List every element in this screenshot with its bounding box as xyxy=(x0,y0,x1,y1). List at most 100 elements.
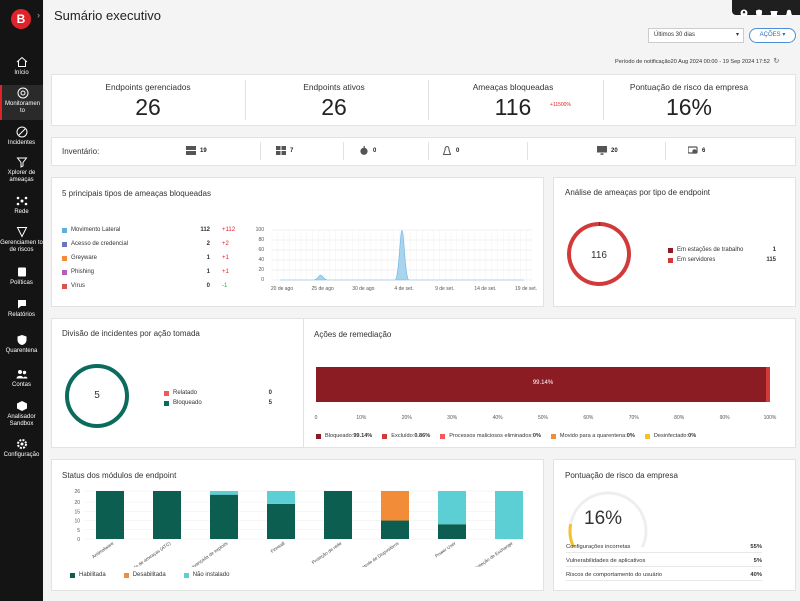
vertical-gridline xyxy=(43,240,44,280)
inventory-item[interactable]: 7 xyxy=(276,146,293,155)
remediation-segment[interactable] xyxy=(316,367,767,402)
legend-value: 5 xyxy=(268,400,272,406)
vertical-gridline xyxy=(43,400,44,440)
threat-change: +2 xyxy=(222,241,229,247)
actions-button[interactable]: AÇÕES ▾ xyxy=(749,28,796,43)
legend-label: Desabilitada xyxy=(132,572,166,578)
inventory-count: 19 xyxy=(200,147,207,154)
kpi-active-endpoints: Endpoints ativos 26 xyxy=(245,74,423,126)
divider xyxy=(260,142,261,160)
sidebar-item-incidentes[interactable]: Incidentes xyxy=(0,126,43,147)
inventory-item[interactable]: 0 xyxy=(442,146,459,155)
sidebar-item-label: Rede xyxy=(14,209,29,215)
remediation-segment[interactable] xyxy=(766,367,770,402)
legend-swatch xyxy=(316,433,321,439)
x-tick-label: 10% xyxy=(356,415,367,421)
legend-swatch xyxy=(550,433,556,439)
kpi-risk-score: Pontuação de risco da empresa 16% xyxy=(603,74,775,126)
legend-swatch xyxy=(440,433,446,439)
legend-value: 0% xyxy=(532,433,541,439)
accounts-icon xyxy=(16,368,28,380)
legend-label: Vírus xyxy=(71,283,86,289)
inventory-count: 20 xyxy=(611,147,618,154)
sidebar-item-label: Início xyxy=(14,70,29,76)
sidebar-item-monitoramento[interactable]: Monitoramen to xyxy=(0,85,43,120)
x-tick-label: Detecção avançada de exploits xyxy=(173,540,229,567)
x-tick-label: 80% xyxy=(674,415,685,421)
sandbox-icon xyxy=(16,400,28,412)
kpi-card xyxy=(51,74,796,126)
sidebar-item-label: Monitoramen to xyxy=(4,101,40,114)
collapse-sidebar-icon[interactable]: › xyxy=(37,10,40,20)
module-bar-segment xyxy=(438,524,466,539)
period-select[interactable]: Últimos 30 dias ▾ xyxy=(648,28,744,43)
vertical-gridline xyxy=(43,40,44,80)
legend-swatch xyxy=(644,433,650,439)
endpoint-legend-row: Em estações de trabalho xyxy=(668,247,743,253)
module-bar-segment xyxy=(381,491,409,521)
legend-item: Bloqueado: 99.14% xyxy=(316,433,372,439)
sidebar-item-riscos[interactable]: Gerenciamen to de riscos xyxy=(0,226,43,254)
y-tick-label: 0 xyxy=(77,537,80,543)
sidebar-item-xplorer[interactable]: Xplorer de ameaças xyxy=(0,156,43,184)
windows-server-icon xyxy=(186,146,196,155)
refresh-icon[interactable]: ↻ xyxy=(773,58,780,65)
sidebar-item-politicas[interactable]: Políticas xyxy=(0,266,43,287)
inventory-item[interactable]: 0 xyxy=(359,146,376,155)
legend-label: Em estações de trabalho xyxy=(677,247,744,253)
sidebar-item-quarentena[interactable]: Quarentena xyxy=(0,334,43,355)
legend-item: Processos maliciosos eliminados: 0% xyxy=(440,433,541,439)
legend-item: Desinfectado: 0% xyxy=(644,433,697,439)
card-title: 5 principais tipos de ameaças bloqueadas xyxy=(62,189,211,198)
risk-row-value: 5% xyxy=(753,558,762,564)
legend-value: 0.86% xyxy=(414,433,431,439)
legend-value: 0% xyxy=(688,433,697,439)
sidebar-item-sandbox[interactable]: Analisador Sandbox xyxy=(0,400,43,428)
kpi-delta: +11500% xyxy=(550,102,571,108)
top-toolbar xyxy=(732,0,800,17)
x-tick-label: Proteção de Exchange xyxy=(473,540,514,567)
sidebar-item-contas[interactable]: Contas xyxy=(0,368,43,389)
x-tick-label: 30% xyxy=(447,415,458,421)
divider xyxy=(527,142,528,160)
user-icon[interactable] xyxy=(740,4,748,16)
gift-icon[interactable] xyxy=(770,4,778,16)
sidebar-item-rede[interactable]: Rede xyxy=(0,195,43,216)
inventory-item[interactable]: 20 xyxy=(597,146,618,155)
sidebar-item-label: Contas xyxy=(11,382,31,388)
y-tick-label: 80 xyxy=(258,237,264,243)
shield-icon[interactable] xyxy=(755,4,763,16)
divider xyxy=(428,80,429,120)
sidebar-item-configuracao[interactable]: Configuração xyxy=(0,438,43,459)
risk-row-label: Vulnerabilidades de aplicativos xyxy=(566,558,646,564)
inventory-item[interactable]: 19 xyxy=(186,146,207,155)
x-tick-label: Controle avançado de ameaças (ATC) xyxy=(105,540,172,567)
vertical-gridline xyxy=(43,200,44,240)
module-bar-segment xyxy=(267,491,295,504)
y-tick-label: 100 xyxy=(255,227,264,233)
legend-swatch xyxy=(183,572,189,578)
donut-slice xyxy=(567,222,631,286)
x-tick-label: 25 de ago xyxy=(311,286,334,292)
x-tick-label: 60% xyxy=(583,415,594,421)
bell-icon[interactable] xyxy=(785,4,793,17)
inventory-count: 7 xyxy=(290,147,294,154)
inventory-item[interactable]: 6 xyxy=(688,146,705,155)
legend-label: Greyware xyxy=(71,255,98,261)
kpi-value: 116 xyxy=(494,94,532,120)
x-tick-label: Power User xyxy=(434,540,457,558)
brand-logo[interactable]: B xyxy=(11,9,31,29)
kpi-blocked-threats: Ameaças bloqueadas 116 +11500% xyxy=(428,74,598,126)
legend-value: 99.14% xyxy=(353,433,373,439)
legend-label: Bloqueado: xyxy=(325,433,354,439)
sidebar-item-relatorios[interactable]: Relatórios xyxy=(0,298,43,319)
y-tick-label: 40 xyxy=(258,257,264,263)
risk-row-value: 55% xyxy=(750,544,762,550)
card-title: Ações de remediação xyxy=(314,330,392,339)
sidebar-item-inicio[interactable]: Início xyxy=(0,56,43,77)
remediation-bar-label: 99.14% xyxy=(532,380,554,386)
legend-swatch xyxy=(62,269,67,275)
x-tick-label: 90% xyxy=(719,415,730,421)
vertical-gridline xyxy=(43,0,44,40)
